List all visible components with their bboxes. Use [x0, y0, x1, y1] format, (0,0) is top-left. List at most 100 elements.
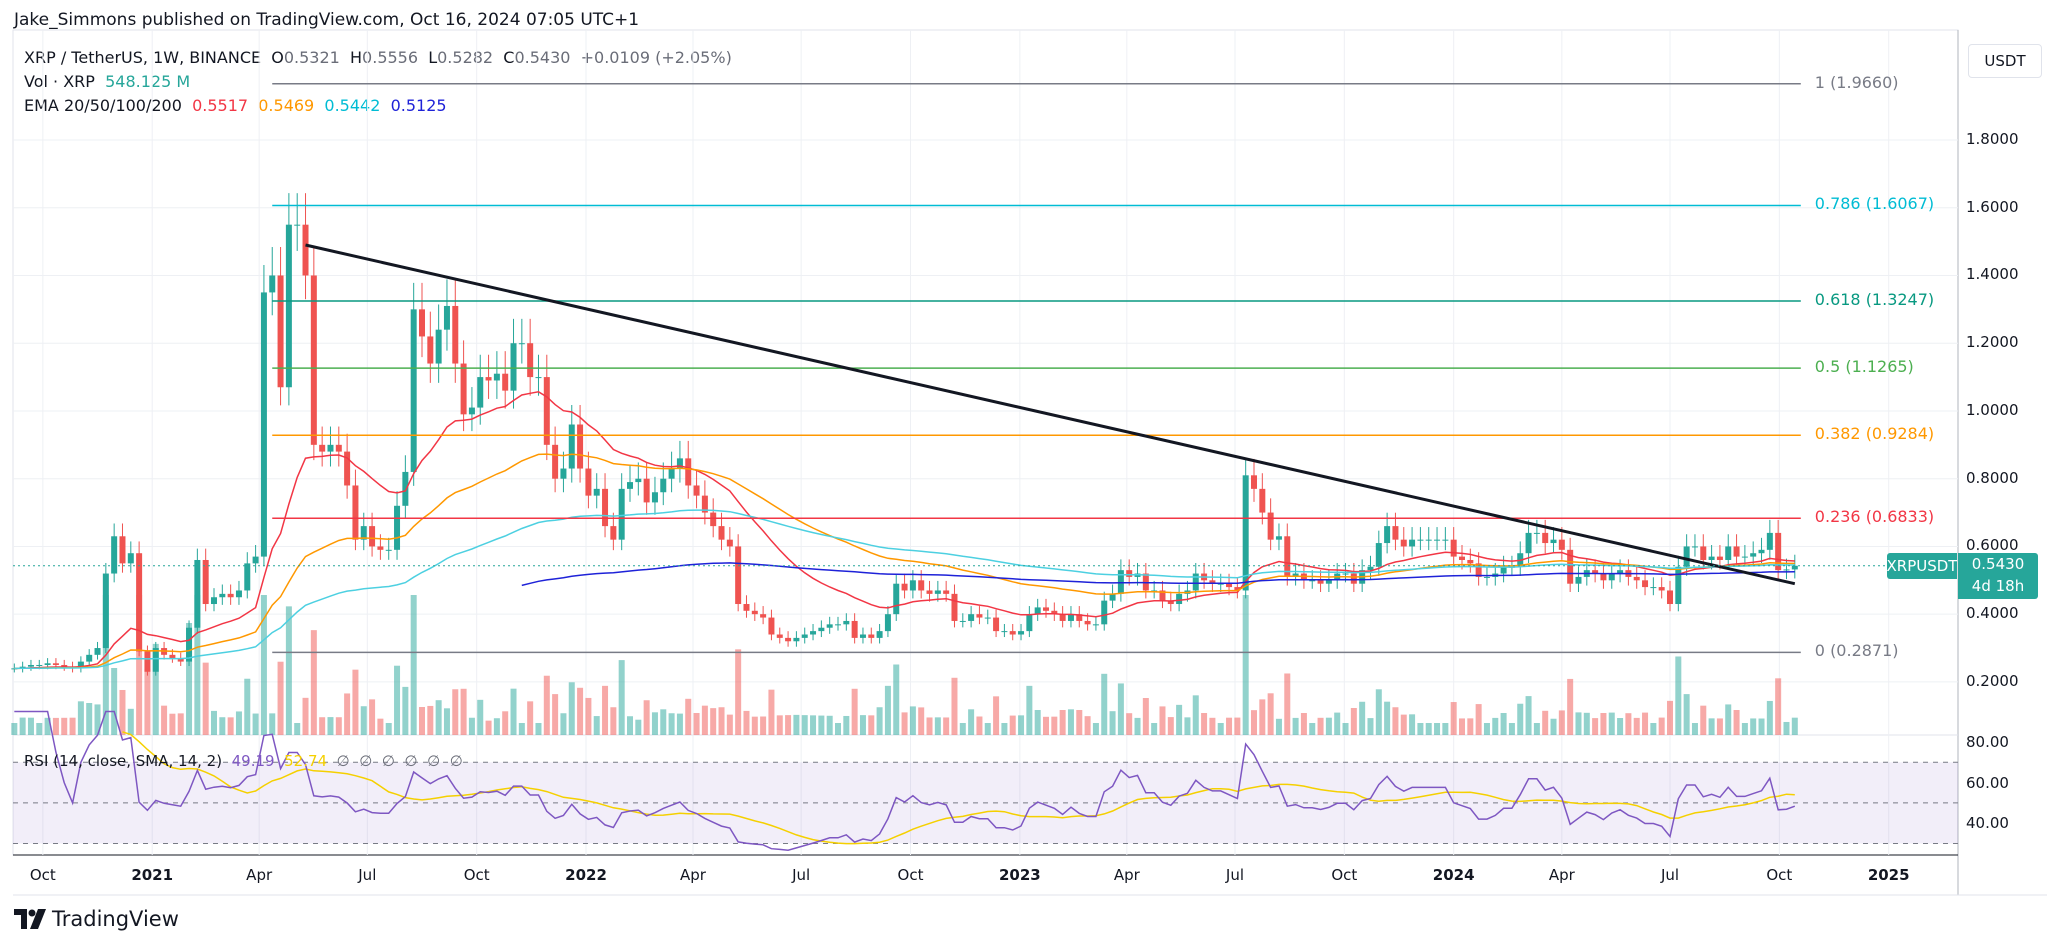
candle-body — [1417, 539, 1424, 541]
ema-legend: EMA 20/50/100/200 0.5517 0.5469 0.5442 0… — [24, 96, 447, 115]
volume-bar — [377, 718, 384, 735]
candle-body — [211, 597, 217, 605]
volume-bar — [227, 717, 234, 735]
candle-body — [976, 614, 983, 618]
volume-bar — [1151, 723, 1158, 735]
candle-body — [1442, 539, 1449, 541]
candle-body — [144, 651, 151, 672]
volume-bar — [768, 689, 775, 735]
candle-body — [1026, 614, 1033, 632]
candle-body — [518, 343, 525, 345]
candle-body — [219, 593, 226, 598]
ema100-value: 0.5442 — [324, 96, 381, 115]
volume-bar — [44, 717, 51, 735]
candle-body — [735, 546, 742, 605]
high-label: H — [350, 48, 363, 67]
candle-body — [1708, 556, 1715, 560]
volume-bar — [1750, 718, 1757, 735]
candle-body — [1209, 580, 1216, 584]
candle-body — [369, 526, 376, 547]
candle-body — [510, 343, 517, 391]
candle-body — [627, 482, 633, 489]
volume-bar — [1167, 717, 1174, 735]
candle-body — [1342, 573, 1349, 575]
volume-bar — [726, 714, 733, 735]
volume-bar — [202, 662, 209, 735]
candle-body — [968, 614, 975, 621]
volume-bar — [610, 707, 617, 735]
volume-bar — [901, 712, 908, 735]
symbol-title[interactable]: XRP / TetherUS, 1W, BINANCE — [24, 48, 262, 67]
volume-bar — [52, 717, 59, 735]
time-tick: Jul — [358, 866, 377, 884]
candle-body — [826, 624, 833, 628]
volume-bar — [1442, 723, 1449, 735]
volume-bar — [1492, 717, 1499, 735]
volume-bar — [993, 696, 1000, 735]
volume-label[interactable]: Vol · XRP — [24, 72, 95, 91]
volume-bar — [826, 715, 833, 735]
volume-bar — [1034, 710, 1041, 735]
low-value: 0.5282 — [437, 48, 494, 67]
candle-body — [102, 573, 109, 649]
rsi-empty-3: ∅ — [404, 752, 418, 770]
candle-body — [419, 309, 425, 337]
volume-bar — [1716, 718, 1723, 735]
candle-body — [294, 224, 301, 226]
candle-body — [127, 553, 134, 564]
volume-bar — [1076, 710, 1083, 735]
volume-bar — [1417, 723, 1424, 735]
candle-body — [1043, 607, 1049, 611]
candle-body — [835, 624, 841, 626]
volume-bar — [194, 595, 201, 735]
volume-bar — [1450, 702, 1457, 735]
volume-bar — [527, 701, 534, 735]
footer-brand: TradingView — [52, 907, 179, 931]
volume-bar — [485, 720, 492, 735]
volume-bar — [1367, 718, 1374, 735]
volume-bar — [743, 710, 750, 735]
candle-body — [1409, 539, 1416, 547]
candle-body — [726, 539, 733, 547]
tradingview-logo[interactable]: TradingView — [14, 907, 179, 931]
volume-bar — [319, 717, 326, 735]
volume-bar — [593, 716, 600, 735]
candle-body — [77, 661, 84, 669]
candle-body — [743, 604, 750, 611]
rsi-title[interactable]: RSI (14, close, SMA, 14, 2) — [24, 752, 223, 770]
candle-body — [1384, 526, 1391, 544]
price-tick: 1.8000 — [1966, 130, 2019, 148]
time-tick: 2024 — [1432, 866, 1475, 884]
volume-bar — [1558, 710, 1565, 735]
candle-body — [1267, 512, 1274, 540]
volume-bar — [635, 719, 642, 735]
volume-bar — [710, 708, 717, 735]
candle-body — [252, 556, 259, 564]
volume-bar — [1409, 714, 1416, 735]
candle-body — [335, 444, 342, 452]
candle-body — [277, 275, 284, 388]
volume-bar — [335, 717, 342, 735]
volume-bar — [1625, 713, 1632, 735]
volume-bar — [535, 723, 542, 735]
currency-button[interactable]: USDT — [1968, 44, 2042, 78]
volume-bar — [1300, 713, 1307, 735]
ema-label[interactable]: EMA 20/50/100/200 — [24, 96, 182, 115]
candle-body — [1284, 536, 1291, 577]
candle-body — [868, 634, 875, 638]
volume-bar — [1683, 694, 1690, 735]
candle-body — [61, 664, 68, 667]
volume-bar — [668, 713, 675, 735]
volume-bar — [568, 682, 575, 735]
volume-bar — [1192, 695, 1199, 735]
volume-bar — [1101, 673, 1108, 735]
price-tick: 0.4000 — [1966, 604, 2019, 623]
candle-body — [1608, 573, 1615, 581]
candle-body — [1009, 631, 1016, 635]
volume-bar — [543, 675, 550, 735]
rsi-value: 49.19 — [231, 752, 275, 770]
volume-bar — [410, 595, 417, 735]
volume-bar — [660, 709, 667, 735]
candle-body — [86, 654, 93, 662]
